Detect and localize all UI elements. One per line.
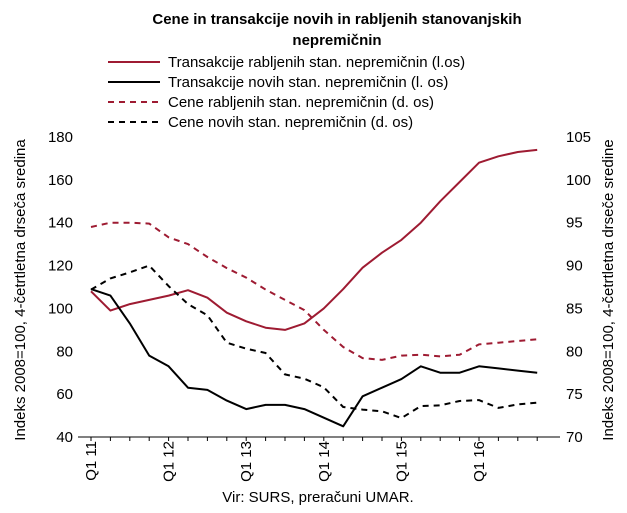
y-axis-left-title: Indeks 2008=100, 4-četrtletna drseča sre…: [12, 139, 29, 441]
y-right-tick-label: 70: [566, 429, 583, 446]
x-axis-ticks: Q1 11 Q1 12 Q1 13 Q1 14 Q1 15 Q1 16: [83, 437, 538, 482]
left-axis-ticks: 40 60 80 100 120 140 160 180: [48, 129, 73, 446]
series-line-3: [90, 221, 538, 361]
y-left-tick-label: 180: [48, 129, 73, 146]
x-tick-label: Q1 12: [161, 441, 178, 482]
y-right-tick-label: 75: [566, 386, 583, 403]
y-right-tick-label: 85: [566, 300, 583, 317]
series-group: [90, 148, 538, 428]
legend-label-2: Transakcije novih stan. nepremičnin (l. …: [168, 74, 448, 91]
y-axis-right-title: Indeks 2008=100, 4-četrtletna drseče sre…: [600, 139, 617, 440]
x-tick-label: Q1 13: [238, 441, 255, 482]
chart-title-line1: Cene in transakcije novih in rabljenih s…: [152, 11, 521, 28]
x-tick-label: Q1 11: [83, 441, 100, 481]
x-tick-label: Q1 15: [393, 441, 410, 482]
y-right-tick-label: 100: [566, 172, 591, 189]
y-left-tick-label: 100: [48, 300, 73, 317]
y-left-tick-label: 120: [48, 258, 73, 275]
y-right-tick-label: 90: [566, 258, 583, 275]
y-right-tick-label: 95: [566, 215, 583, 232]
y-left-tick-label: 140: [48, 215, 73, 232]
right-axis-ticks: 70 75 80 85 90 95 100 105: [566, 129, 591, 446]
y-left-tick-label: 60: [56, 386, 73, 403]
legend: Transakcije rabljenih stan. nepremičnin …: [108, 54, 465, 131]
y-left-tick-label: 40: [56, 429, 73, 446]
series-line-1: [90, 148, 538, 331]
legend-label-1: Transakcije rabljenih stan. nepremičnin …: [168, 54, 465, 71]
y-left-tick-label: 80: [56, 343, 73, 360]
series-line-2: [90, 288, 538, 428]
x-tick-label: Q1 16: [471, 441, 488, 482]
y-left-tick-label: 160: [48, 172, 73, 189]
y-right-tick-label: 80: [566, 343, 583, 360]
source-note: Vir: SURS, preračuni UMAR.: [222, 489, 413, 506]
x-tick-label: Q1 14: [316, 441, 333, 482]
legend-label-4: Cene novih stan. nepremičnin (d. os): [168, 114, 413, 131]
legend-label-3: Cene rabljenih stan. nepremičnin (d. os): [168, 94, 434, 111]
series-line-4: [90, 264, 538, 420]
chart-title-line2: nepremičnin: [292, 32, 381, 49]
y-right-tick-label: 105: [566, 129, 591, 146]
